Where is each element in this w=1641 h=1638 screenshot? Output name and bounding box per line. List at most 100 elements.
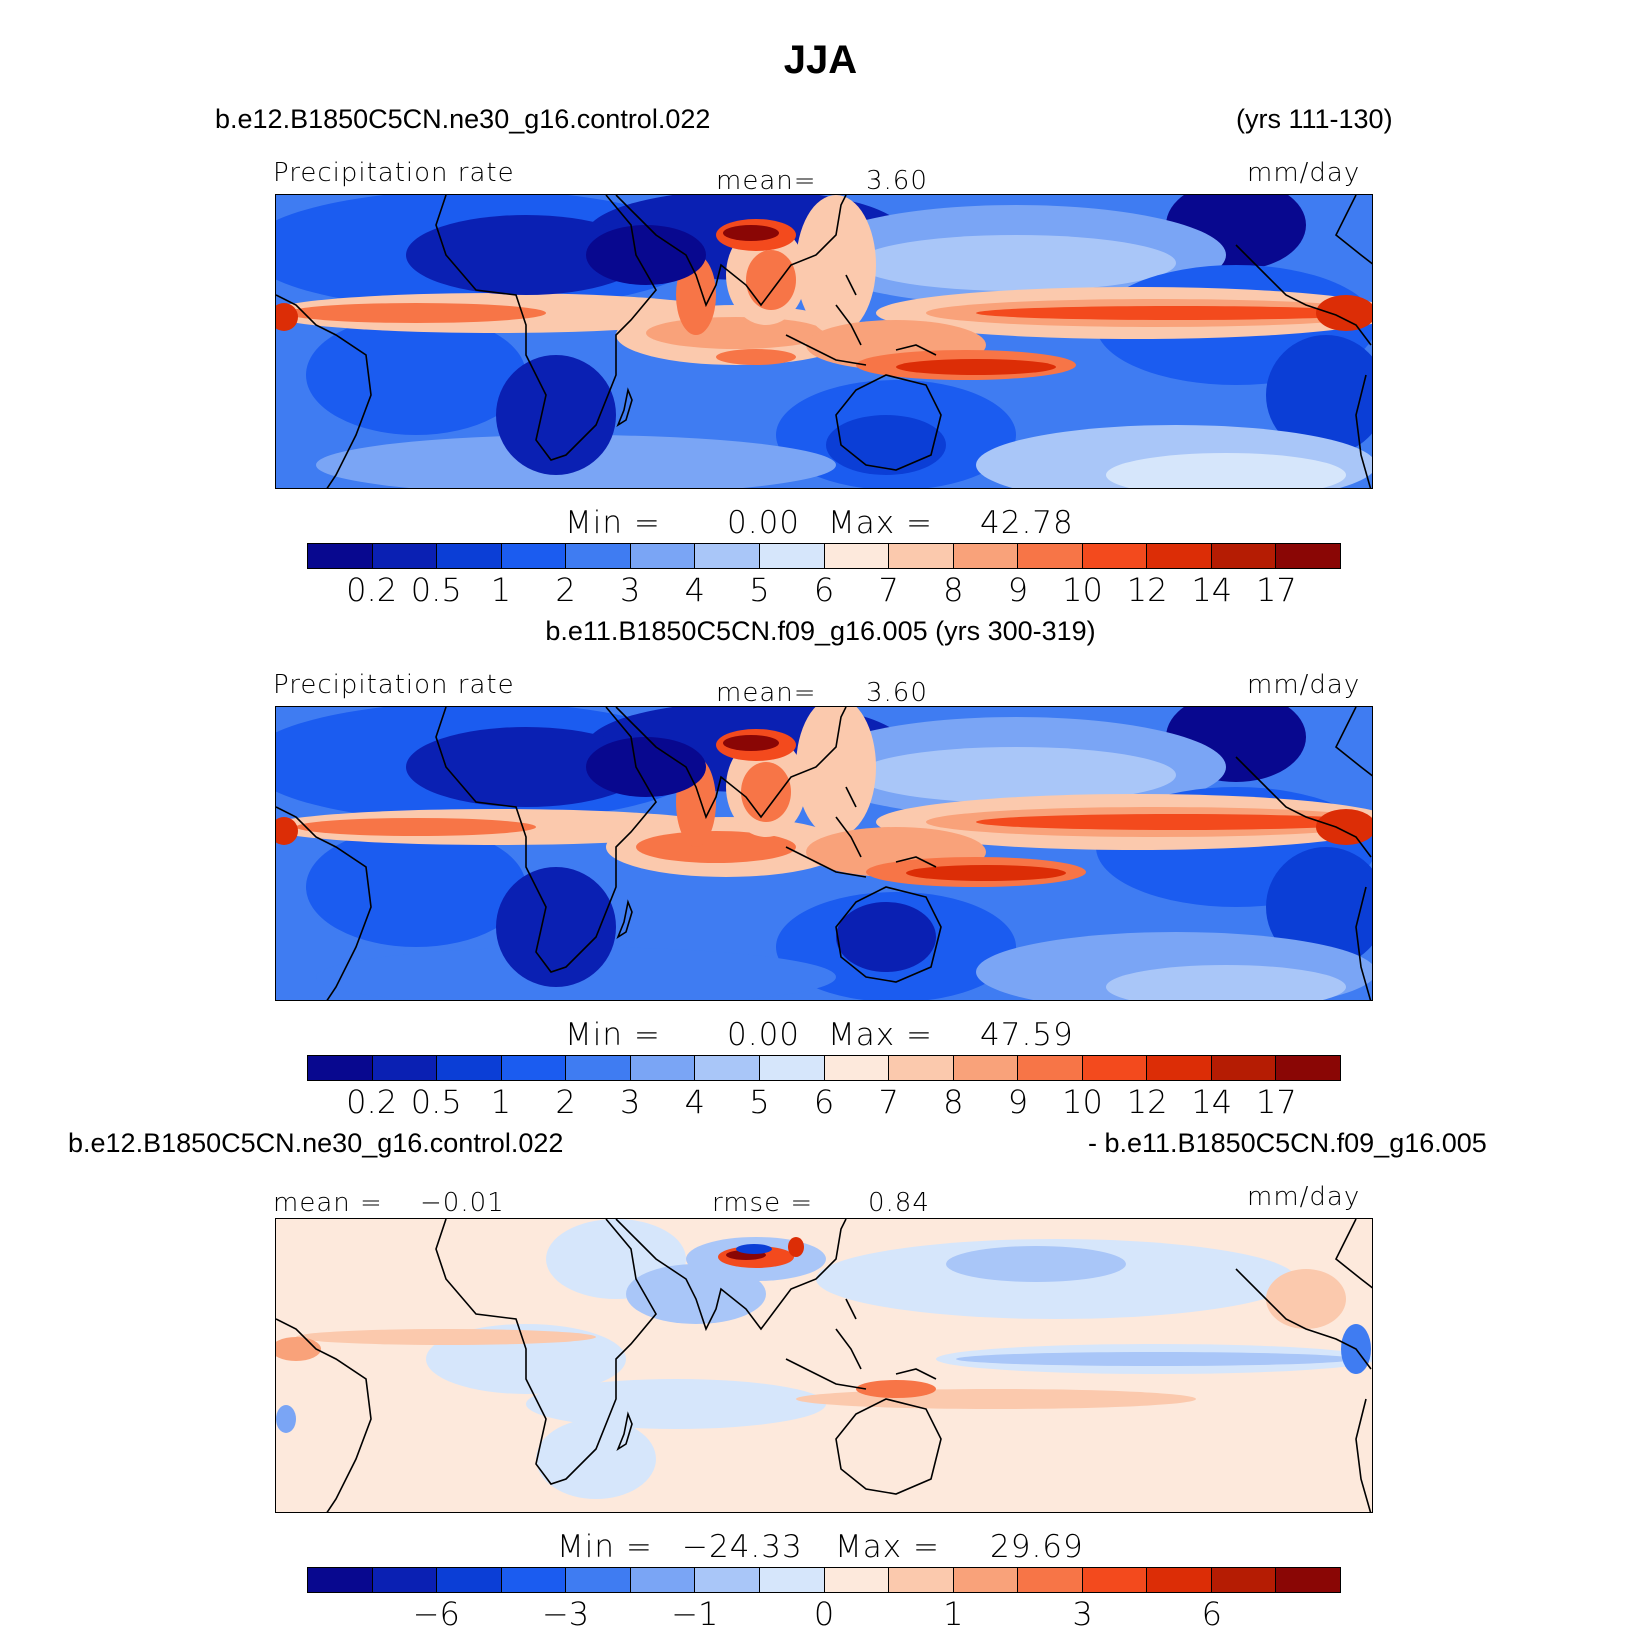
panel1-colorbar-box (566, 544, 631, 568)
panel1-mean-value: 3.60 (866, 166, 928, 196)
panel2-mean-value: 3.60 (866, 678, 928, 708)
panel3-rmse-label: rmse = (712, 1188, 814, 1218)
panel1-max-value: 42.78 (980, 505, 1074, 541)
panel2-colorbar-tick-label: 17 (1256, 1083, 1297, 1121)
panel3-colorbar-box (372, 1568, 438, 1592)
panel3-units: mm/day (1247, 1182, 1361, 1212)
panel3-colorbar-tick-label: 3 (1072, 1595, 1093, 1633)
panel1-colorbar-box (1276, 544, 1340, 568)
panel1-colorbar-tick-label: 6 (813, 571, 835, 609)
panel3-colorbar-box (953, 1568, 1019, 1592)
panel1-colorbar-tick-label: 0.5 (410, 571, 462, 609)
panel1-colorbar-tick-label: 7 (878, 571, 899, 609)
panel2-max-value: 47.59 (980, 1017, 1074, 1053)
panel1-units: mm/day (1247, 158, 1361, 188)
panel3-map-field (276, 1219, 1372, 1512)
panel3-colorbar (307, 1567, 1341, 1593)
panel3-colorbar-box (889, 1568, 954, 1592)
panel2-case-name: b.e11.B1850C5CN.f09_g16.005 (yrs 300-319… (545, 616, 1096, 646)
panel1-years: (yrs 111-130) (1236, 104, 1393, 134)
panel2-colorbar-box (889, 1056, 954, 1080)
panel1-colorbar-box (372, 544, 438, 568)
panel3-max-label: Max = (835, 1529, 940, 1565)
panel2-colorbar-tick-label: 0.2 (346, 1083, 398, 1121)
panel1-colorbar-tick-label: 9 (1007, 571, 1029, 609)
panel1-colorbar-tick-label: 0.2 (346, 571, 398, 609)
panel2-mean-label: mean= (716, 678, 817, 708)
panel1-colorbar-box (501, 544, 567, 568)
panel3-rmse-value: 0.84 (868, 1188, 930, 1218)
panel1-colorbar-tick-label: 2 (555, 571, 576, 609)
panel2-colorbar-box (437, 1056, 502, 1080)
panel1-colorbar-box (1147, 544, 1212, 568)
panel3-case-a: b.e12.B1850C5CN.ne30_g16.control.022 (68, 1128, 564, 1158)
panel3-colorbar-tick-label: 0 (813, 1595, 835, 1633)
panel3-colorbar-box (824, 1568, 890, 1592)
panel3-min-label: Min = (557, 1529, 653, 1565)
panel2-colorbar-tick-label: 6 (813, 1083, 835, 1121)
panel2-colorbar-tick-label: 0.5 (410, 1083, 462, 1121)
panel3-colorbar-box (630, 1568, 696, 1592)
panel3-colorbar-tick-label: −3 (541, 1595, 590, 1633)
panel1-precip-map (275, 194, 1373, 489)
panel1-colorbar-box (1082, 544, 1148, 568)
panel2-colorbar-tick-label: 12 (1126, 1083, 1168, 1121)
panel3-colorbar-tick-label: −6 (412, 1595, 460, 1633)
panel1-colorbar-box (953, 544, 1019, 568)
panel1-variable-label: Precipitation rate (273, 158, 515, 188)
panel3-colorbar-box (308, 1568, 373, 1592)
panel3-min-value: −24.33 (682, 1529, 803, 1565)
panel2-variable-label: Precipitation rate (273, 670, 515, 700)
panel2-precip-map (275, 706, 1373, 1001)
panel3-colorbar-ticks: −6 −3 −1 0 1 3 6 (307, 1595, 1341, 1633)
panel2-colorbar (307, 1055, 1341, 1081)
panel1-colorbar-box (1018, 544, 1083, 568)
panel1-colorbar-tick-label: 1 (490, 571, 512, 609)
panel2-colorbar-tick-label: 4 (684, 1083, 705, 1121)
panel3-case-b: - b.e11.B1850C5CN.f09_g16.005 (1088, 1128, 1487, 1158)
figure-title: JJA (783, 38, 858, 82)
panel1-colorbar-tick-label: 4 (684, 571, 705, 609)
panel3-colorbar-box (437, 1568, 502, 1592)
panel1-mean-label: mean= (716, 166, 817, 196)
panel2-colorbar-tick-label: 7 (878, 1083, 899, 1121)
panel2-colorbar-tick-label: 10 (1062, 1083, 1103, 1121)
panel1-colorbar-tick-label: 5 (749, 571, 770, 609)
panel2-colorbar-box (372, 1056, 438, 1080)
panel1-colorbar-box (630, 544, 696, 568)
panel2-colorbar-tick-label: 8 (943, 1083, 964, 1121)
panel3-colorbar-box (1276, 1568, 1340, 1592)
panel2-min-value: 0.00 (727, 1017, 801, 1053)
panel3-colorbar-tick-label: −1 (671, 1595, 719, 1633)
panel3-max-value: 29.69 (990, 1529, 1084, 1565)
panel2-units: mm/day (1247, 670, 1361, 700)
panel3-colorbar-box (501, 1568, 567, 1592)
panel2-colorbar-box (630, 1056, 696, 1080)
panel2-colorbar-box (501, 1056, 567, 1080)
panel3-mean-label: mean = (273, 1188, 383, 1218)
panel3-colorbar-box (1147, 1568, 1212, 1592)
panel1-colorbar-tick-label: 14 (1191, 571, 1233, 609)
panel3-colorbar-tick-label: 6 (1201, 1595, 1222, 1633)
panel2-colorbar-ticks: 0.2 0.5 1 2 3 4 5 6 7 8 9 10 12 14 17 (307, 1083, 1341, 1121)
panel2-colorbar-box (1211, 1056, 1277, 1080)
panel2-colorbar-box (695, 1056, 760, 1080)
panel2-colorbar-box (1082, 1056, 1148, 1080)
panel1-colorbar-tick-label: 10 (1062, 571, 1103, 609)
panel2-colorbar-box (1147, 1056, 1212, 1080)
panel2-colorbar-box (566, 1056, 631, 1080)
panel1-colorbar-tick-label: 12 (1126, 571, 1168, 609)
panel2-min-label: Min = (565, 1017, 661, 1053)
panel3-mean-value: −0.01 (420, 1188, 505, 1218)
panel3-difference-map (275, 1218, 1373, 1513)
panel3-colorbar-box (566, 1568, 631, 1592)
panel2-colorbar-tick-label: 9 (1007, 1083, 1029, 1121)
panel1-colorbar-box (308, 544, 373, 568)
panel1-colorbar-box (437, 544, 502, 568)
panel2-colorbar-box (308, 1056, 373, 1080)
panel1-map-field (276, 195, 1372, 488)
panel1-colorbar-ticks: 0.2 0.5 1 2 3 4 5 6 7 8 9 10 12 14 17 (307, 571, 1341, 609)
panel2-colorbar-tick-label: 14 (1191, 1083, 1233, 1121)
panel1-colorbar-box (695, 544, 760, 568)
panel1-colorbar-box (824, 544, 890, 568)
